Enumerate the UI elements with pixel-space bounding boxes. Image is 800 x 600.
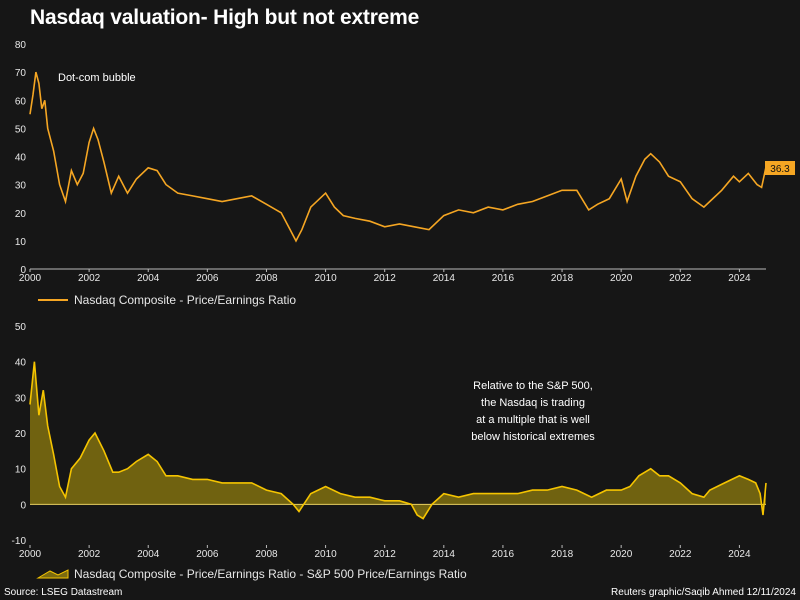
y-tick-label: 40 — [15, 153, 27, 164]
relative-pe-line — [29, 361, 767, 520]
x-tick-label: 2012 — [374, 273, 397, 284]
relative-pe-area — [30, 361, 766, 519]
y-tick-label: 40 — [15, 358, 27, 369]
y-tick-label: 70 — [15, 68, 27, 79]
x-tick-label: 2022 — [669, 549, 692, 560]
relative-legend: Nasdaq Composite - Price/Earnings Ratio … — [36, 567, 467, 581]
x-tick-label: 2008 — [255, 549, 278, 560]
relative-y-axis: -10 0 10 20 30 40 50 — [12, 322, 27, 547]
y-tick-label: -10 — [12, 536, 27, 547]
dotcom-bubble-annotation: Dot-com bubble — [58, 72, 136, 84]
relative-legend-swatch — [36, 569, 69, 579]
y-tick-label: 0 — [20, 500, 26, 511]
x-tick-label: 2000 — [19, 549, 42, 560]
relative-x-axis: 2000 2002 2004 2006 2008 2010 2012 2014 2016 2018… — [19, 545, 751, 560]
y-tick-label: 30 — [15, 181, 27, 192]
pe-x-axis: 2000 2002 2004 2006 2008 2010 2012 2014 2016 2018… — [19, 269, 751, 284]
y-tick-label: 10 — [15, 237, 27, 248]
pe-ratio-line — [29, 71, 767, 243]
x-tick-label: 2024 — [728, 549, 751, 560]
pe-y-axis: 0 10 20 30 40 50 60 70 80 — [15, 40, 27, 276]
x-tick-label: 2010 — [314, 549, 337, 560]
y-tick-label: 50 — [15, 322, 27, 333]
x-tick-label: 2018 — [551, 273, 574, 284]
x-tick-label: 2010 — [314, 273, 337, 284]
y-tick-label: 80 — [15, 40, 27, 51]
credit-note: Reuters graphic/Saqib Ahmed 12/11/2024 — [611, 587, 796, 598]
x-tick-label: 2018 — [551, 549, 574, 560]
x-tick-label: 2004 — [137, 549, 160, 560]
x-tick-label: 2020 — [610, 273, 633, 284]
last-value-box — [765, 161, 795, 175]
y-tick-label: 0 — [20, 265, 26, 276]
x-tick-label: 2020 — [610, 549, 633, 560]
x-tick-label: 2006 — [196, 273, 219, 284]
y-tick-label: 50 — [15, 124, 27, 135]
source-note: Source: LSEG Datastream — [4, 587, 122, 598]
x-tick-label: 2012 — [374, 549, 397, 560]
x-tick-label: 2016 — [492, 273, 515, 284]
last-value-label: 36.3 — [770, 164, 790, 175]
x-tick-label: 2024 — [728, 273, 751, 284]
pe-legend-label: Nasdaq Composite - Price/Earnings Ratio — [74, 293, 296, 307]
x-tick-label: 2016 — [492, 549, 515, 560]
annotation-line: Relative to the S&P 500, — [473, 380, 593, 392]
x-tick-label: 2014 — [433, 549, 456, 560]
x-tick-label: 2006 — [196, 549, 219, 560]
x-tick-label: 2000 — [19, 273, 42, 284]
relative-annotation: Relative to the S&P 500, the Nasdaq is tr… — [471, 380, 595, 443]
y-tick-label: 30 — [15, 393, 27, 404]
x-tick-label: 2004 — [137, 273, 160, 284]
annotation-line: at a multiple that is well — [476, 414, 590, 426]
annotation-line: below historical extremes — [471, 431, 595, 443]
x-tick-label: 2002 — [78, 273, 101, 284]
y-tick-label: 20 — [15, 429, 27, 440]
chart-title: Nasdaq valuation- High but not extreme — [30, 6, 420, 29]
y-tick-label: 20 — [15, 209, 27, 220]
x-tick-label: 2022 — [669, 273, 692, 284]
relative-legend-label: Nasdaq Composite - Price/Earnings Ratio … — [74, 567, 467, 581]
x-tick-label: 2002 — [78, 549, 101, 560]
annotation-line: the Nasdaq is trading — [481, 397, 585, 409]
y-tick-label: 10 — [15, 465, 27, 476]
x-tick-label: 2014 — [433, 273, 456, 284]
y-tick-label: 60 — [15, 96, 27, 107]
x-tick-label: 2008 — [255, 273, 278, 284]
pe-legend: Nasdaq Composite - Price/Earnings Ratio — [38, 293, 296, 307]
